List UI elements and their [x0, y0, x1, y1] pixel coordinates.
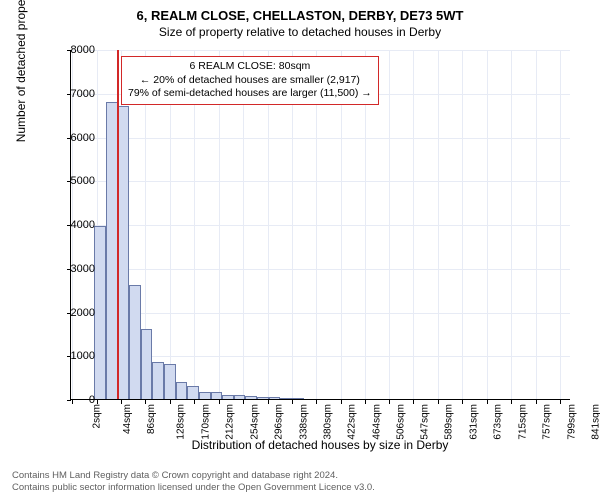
- xtick-label: 380sqm: [323, 404, 334, 440]
- y-axis-label: Number of detached properties: [14, 0, 28, 142]
- gridline-v: [536, 50, 537, 399]
- gridline-v: [462, 50, 463, 399]
- property-marker-line: [117, 50, 119, 399]
- annotation-line: 6 REALM CLOSE: 80sqm: [128, 60, 372, 74]
- annotation-box: 6 REALM CLOSE: 80sqm← 20% of detached ho…: [121, 56, 379, 105]
- xtick-mark: [268, 400, 269, 404]
- xtick-mark: [462, 400, 463, 404]
- ytick-label: 2000: [71, 307, 95, 319]
- histogram-bar: [234, 395, 246, 399]
- xtick-mark: [438, 400, 439, 404]
- xtick-mark: [341, 400, 342, 404]
- xtick-label: 44sqm: [122, 404, 133, 434]
- gridline-v: [560, 50, 561, 399]
- ytick-label: 1000: [71, 350, 95, 362]
- gridline-v: [487, 50, 488, 399]
- histogram-bar: [269, 397, 281, 399]
- xtick-mark: [536, 400, 537, 404]
- xtick-label: 673sqm: [493, 404, 504, 440]
- histogram-bar: [280, 398, 292, 399]
- xtick-label: 715sqm: [517, 404, 528, 440]
- chart-container: 6, REALM CLOSE, CHELLASTON, DERBY, DE73 …: [0, 0, 600, 500]
- histogram-bar: [164, 364, 176, 399]
- xtick-label: 212sqm: [225, 404, 236, 440]
- ytick-label: 3000: [71, 263, 95, 275]
- ytick-label: 4000: [71, 219, 95, 231]
- xtick-mark: [316, 400, 317, 404]
- histogram-bar: [176, 382, 188, 400]
- xtick-label: 631sqm: [468, 404, 479, 440]
- xtick-mark: [219, 400, 220, 404]
- annotation-line: 79% of semi-detached houses are larger (…: [128, 87, 372, 101]
- chart-subtitle: Size of property relative to detached ho…: [0, 23, 600, 39]
- xtick-label: 547sqm: [420, 404, 431, 440]
- xtick-mark: [560, 400, 561, 404]
- x-axis-label: Distribution of detached houses by size …: [70, 438, 570, 452]
- xtick-label: 506sqm: [396, 404, 407, 440]
- histogram-bar: [292, 398, 304, 399]
- gridline-v: [438, 50, 439, 399]
- histogram-bar: [222, 395, 234, 399]
- histogram-bar: [94, 226, 106, 399]
- xtick-label: 464sqm: [371, 404, 382, 440]
- xtick-mark: [170, 400, 171, 404]
- ytick-label: 8000: [71, 44, 95, 56]
- xtick-label: 254sqm: [249, 404, 260, 440]
- gridline-v: [389, 50, 390, 399]
- credits: Contains HM Land Registry data © Crown c…: [12, 470, 375, 494]
- plot-area: 6 REALM CLOSE: 80sqm← 20% of detached ho…: [70, 50, 570, 400]
- xtick-label: 757sqm: [542, 404, 553, 440]
- xtick-mark: [511, 400, 512, 404]
- ytick-label: 7000: [71, 88, 95, 100]
- ytick-label: 5000: [71, 175, 95, 187]
- xtick-mark: [194, 400, 195, 404]
- gridline-v: [413, 50, 414, 399]
- xtick-mark: [365, 400, 366, 404]
- histogram-bar: [118, 106, 130, 399]
- histogram-bar: [152, 362, 164, 399]
- chart-title: 6, REALM CLOSE, CHELLASTON, DERBY, DE73 …: [0, 0, 600, 23]
- xtick-label: 296sqm: [274, 404, 285, 440]
- histogram-bar: [245, 396, 257, 399]
- histogram-bar: [199, 392, 211, 399]
- credits-line-1: Contains HM Land Registry data © Crown c…: [12, 470, 375, 482]
- xtick-mark: [292, 400, 293, 404]
- xtick-label: 841sqm: [591, 404, 600, 440]
- histogram-bar: [211, 392, 223, 399]
- histogram-bar: [129, 285, 141, 399]
- ytick-mark: [67, 400, 71, 401]
- xtick-mark: [413, 400, 414, 404]
- ytick-label: 6000: [71, 132, 95, 144]
- xtick-label: 2sqm: [92, 404, 103, 428]
- credits-line-2: Contains public sector information licen…: [12, 482, 375, 494]
- xtick-mark: [389, 400, 390, 404]
- histogram-bar: [257, 397, 269, 399]
- xtick-label: 589sqm: [444, 404, 455, 440]
- histogram-bar: [141, 329, 153, 399]
- xtick-label: 170sqm: [200, 404, 211, 440]
- xtick-label: 128sqm: [176, 404, 187, 440]
- xtick-label: 799sqm: [566, 404, 577, 440]
- xtick-label: 338sqm: [298, 404, 309, 440]
- xtick-mark: [243, 400, 244, 404]
- xtick-label: 86sqm: [146, 404, 157, 434]
- xtick-mark: [72, 400, 73, 404]
- xtick-label: 422sqm: [347, 404, 358, 440]
- histogram-bar: [187, 386, 199, 399]
- xtick-mark: [487, 400, 488, 404]
- annotation-line: ← 20% of detached houses are smaller (2,…: [128, 74, 372, 88]
- gridline-v: [511, 50, 512, 399]
